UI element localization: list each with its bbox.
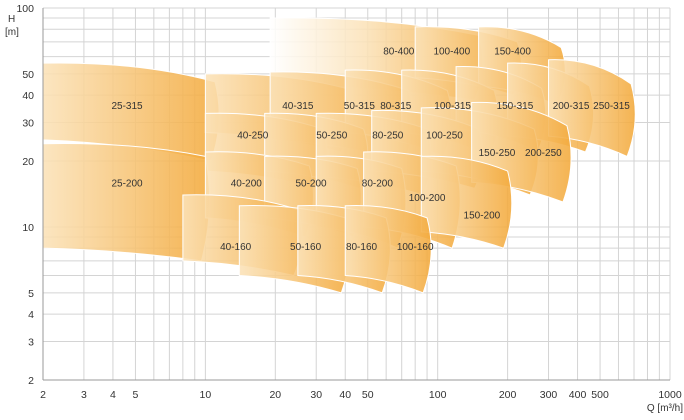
- pump-region-label: 25-200: [111, 178, 143, 189]
- chart-axes: 2 3 4 5 10 20 30 40 50 100 200 300 400 500 1000 2 3 4 5 10 2…: [16, 3, 681, 401]
- pump-region-label: 25-315: [111, 101, 143, 112]
- y-tick-label: 4: [28, 309, 34, 321]
- x-tick-label: 30: [310, 389, 322, 401]
- x-tick-label: 4: [110, 389, 116, 401]
- y-tick-label: 3: [28, 336, 34, 348]
- pump-region-label: 200-250: [525, 148, 562, 159]
- x-tick-label: 500: [591, 389, 609, 401]
- x-tick-label: 10: [200, 389, 212, 401]
- pump-region-label: 150-200: [464, 210, 501, 221]
- pump-region-label: 80-250: [372, 130, 404, 141]
- pump-region-100-160: [344, 204, 432, 294]
- pump-region-labels: 80-400 100-400 150-400 25-315 40-315 50-315 80…: [111, 46, 630, 252]
- pump-region-label: 50-250: [316, 130, 348, 141]
- pump-region-label: 80-400: [383, 46, 415, 57]
- x-tick-label: 40: [339, 389, 351, 401]
- pump-region-label: 100-200: [409, 193, 446, 204]
- pump-region-label: 40-160: [220, 242, 252, 253]
- pump-region-label: 40-315: [282, 101, 314, 112]
- y-tick-label: 5: [28, 288, 34, 300]
- x-tick-label: 100: [429, 389, 447, 401]
- pump-region-label: 80-315: [380, 101, 412, 112]
- x-tick-label: 2: [40, 389, 46, 401]
- pump-region-150-200: [420, 155, 513, 249]
- pump-region-250-315: [548, 59, 636, 158]
- pump-region-label: 100-400: [433, 46, 470, 57]
- y-tick-label: 2: [28, 375, 34, 387]
- x-tick-label: 1000: [658, 389, 682, 401]
- pump-region-label: 40-250: [237, 130, 269, 141]
- y-tick-label: 50: [22, 69, 34, 81]
- y-tick-label: 100: [16, 3, 34, 15]
- x-tick-label: 200: [499, 389, 517, 401]
- y-tick-label: 40: [22, 90, 34, 102]
- pump-region-label: 100-250: [426, 130, 463, 141]
- pump-region-label: 200-315: [553, 101, 590, 112]
- pump-region-label: 50-315: [344, 101, 376, 112]
- y-axis-title-line2: [m]: [5, 27, 19, 38]
- y-tick-label: 20: [22, 156, 34, 168]
- y-tick-label: 10: [22, 222, 34, 234]
- pump-region-label: 150-400: [494, 46, 531, 57]
- x-tick-label: 300: [540, 389, 558, 401]
- pump-region-label: 100-315: [434, 101, 471, 112]
- pump-region-label: 50-160: [290, 242, 322, 253]
- pump-regions: [43, 17, 636, 294]
- pump-region-label: 100-160: [397, 242, 434, 253]
- x-tick-label: 20: [269, 389, 281, 401]
- y-axis-title-line1: H: [8, 14, 15, 25]
- y-tick-label: 30: [22, 117, 34, 129]
- x-axis-title: Q [m³/h]: [647, 403, 683, 414]
- x-tick-label: 400: [569, 389, 587, 401]
- x-tick-label: 50: [362, 389, 374, 401]
- pump-region-label: 40-200: [231, 178, 263, 189]
- pump-region-label: 150-315: [497, 101, 534, 112]
- pump-region-label: 80-200: [362, 178, 394, 189]
- pump-region-label: 80-160: [346, 242, 378, 253]
- pump-region-label: 150-250: [479, 148, 516, 159]
- x-tick-label: 5: [133, 389, 139, 401]
- pump-region-label: 50-200: [295, 178, 327, 189]
- x-tick-label: 3: [81, 389, 87, 401]
- pump-region-label: 250-315: [593, 101, 630, 112]
